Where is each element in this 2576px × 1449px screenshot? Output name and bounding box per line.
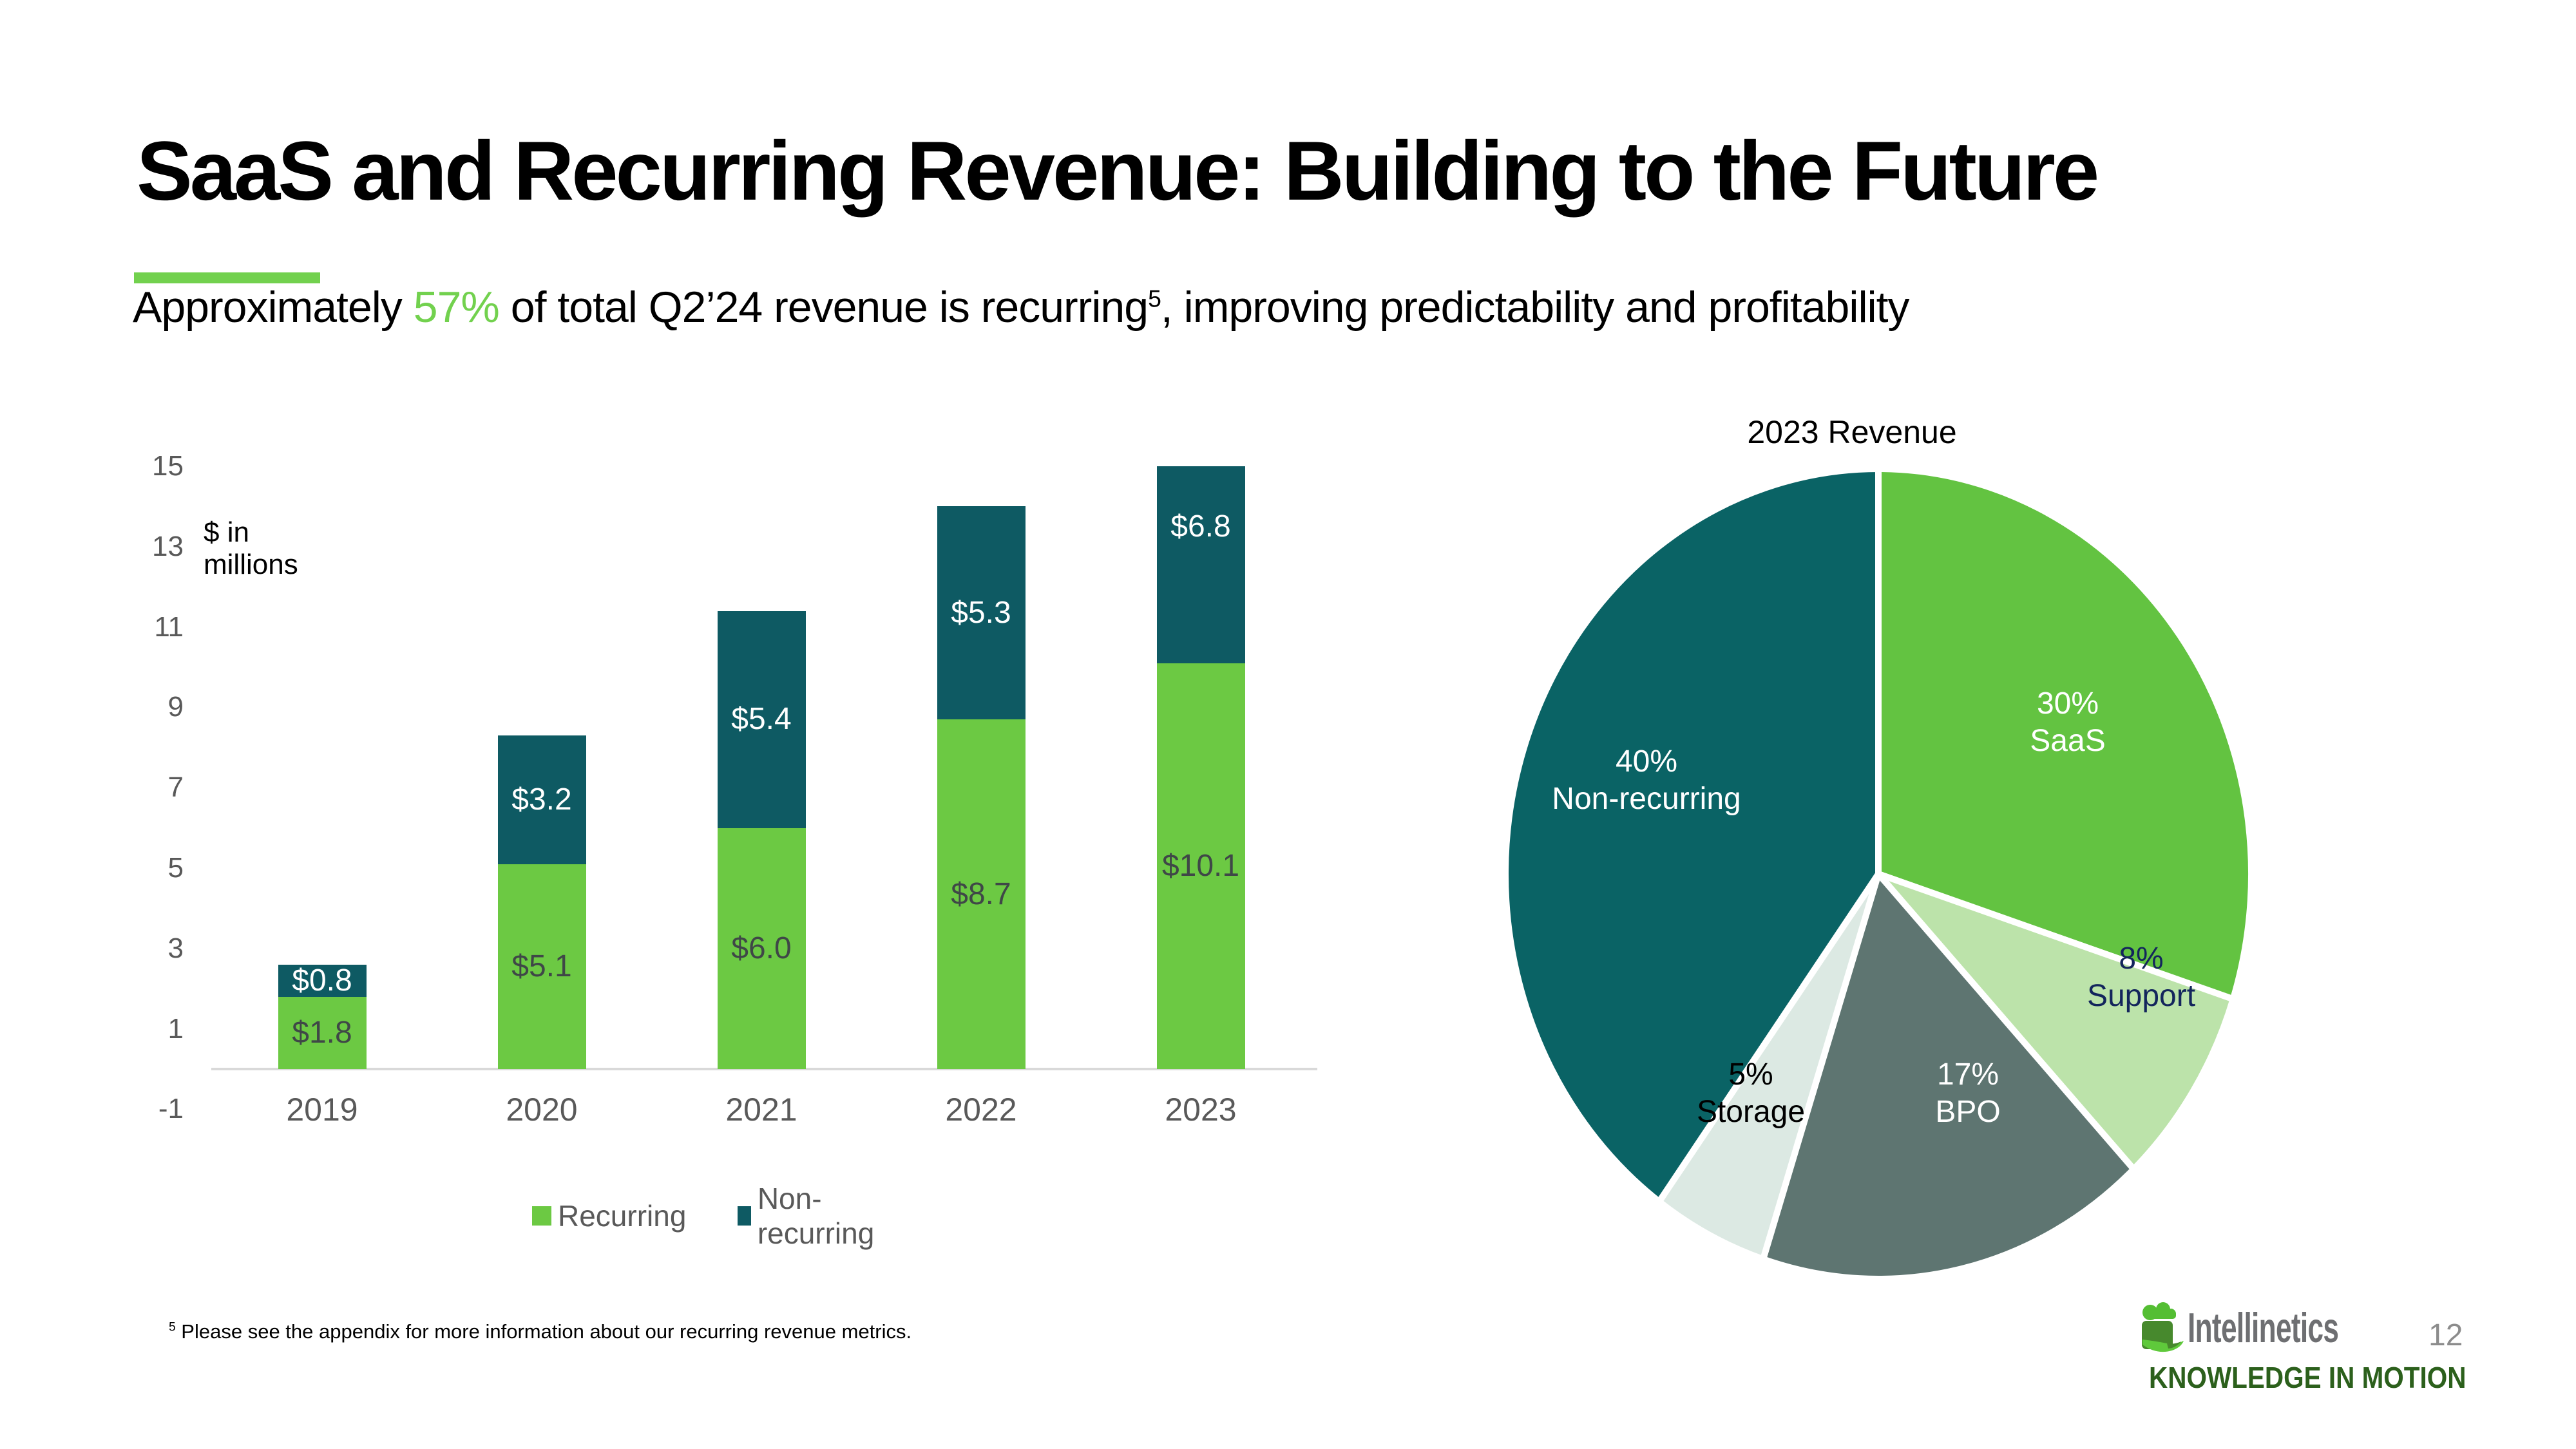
tick-label-11: 11	[154, 611, 184, 643]
bar-label-recurring-2022: $8.7	[951, 876, 1011, 911]
tick-label-7: 7	[167, 772, 184, 804]
pie-label-name: BPO	[1935, 1095, 2001, 1129]
x-axis-line	[211, 1068, 1317, 1070]
logo-tagline: KNOWLEDGE IN MOTION	[2149, 1361, 2466, 1394]
year-label-2019: 2019	[286, 1092, 358, 1128]
accent-underline	[134, 272, 320, 283]
pie-label-name: Support	[2086, 979, 2196, 1013]
subtitle-prefix: Approximately	[133, 283, 414, 332]
page-number: 12	[2428, 1318, 2463, 1352]
subtitle: Approximately 57% of total Q2’24 revenue…	[133, 282, 2484, 332]
legend-item-recurring: Recurring	[532, 1198, 686, 1233]
bar-label-non-recurring-2021: $5.4	[731, 702, 792, 737]
tick-label-13: 13	[152, 530, 184, 562]
bar-2021-non-recurring	[717, 611, 806, 828]
bar-label-non-recurring-2022: $5.3	[951, 595, 1011, 630]
tick-label-3: 3	[167, 932, 184, 964]
pie-label-pct: 40%	[1615, 744, 1678, 779]
bar-2022-recurring	[937, 719, 1026, 1069]
bar-2020-recurring	[497, 864, 586, 1069]
page-title: SaaS and Recurring Revenue: Building to …	[137, 124, 2099, 218]
pie-slice-support	[1875, 871, 2237, 1173]
pie-label-saas: 30% SaaS	[2030, 685, 2105, 760]
pie-slice-bpo	[1760, 871, 2137, 1282]
pie-label-pct: 30%	[2036, 687, 2099, 721]
bar-2023-recurring	[1156, 663, 1245, 1069]
intellinetics-logo-icon	[2142, 1302, 2184, 1352]
pie-slice-non-recurring	[1502, 466, 1882, 1205]
bar-label-non-recurring-2023: $6.8	[1170, 509, 1231, 544]
pie-label-name: Non-recurring	[1552, 782, 1741, 816]
tick-label-1: 1	[167, 1012, 184, 1045]
bar-label-recurring-2020: $5.1	[511, 949, 572, 983]
legend-swatch-non-recurring	[738, 1206, 751, 1226]
pie-label-support: 8% Support	[2087, 940, 2195, 1015]
scroll-icon	[2142, 1321, 2184, 1352]
bar-2019-recurring	[278, 996, 367, 1069]
pie-label-pct: 5%	[1728, 1057, 1773, 1092]
legend-swatch-recurring	[532, 1206, 551, 1226]
pie-chart	[1502, 466, 2255, 1282]
pie-label-pct: 8%	[2119, 942, 2164, 976]
footnote: 5 Please see the appendix for more infor…	[169, 1320, 911, 1343]
pie-chart-title: 2023 Revenue	[1747, 414, 1957, 450]
chart-legend: Recurring Non-recurring	[532, 1181, 881, 1251]
pie-label-name: SaaS	[2030, 724, 2106, 758]
subtitle-middle: of total Q2’24 revenue is recurring	[499, 283, 1149, 332]
pie-label-storage: 5% Storage	[1697, 1056, 1805, 1131]
tick-label-9: 9	[167, 691, 184, 723]
units-label: $ in millions	[204, 516, 298, 580]
tick-label-15: 15	[152, 450, 184, 482]
pie-slice-saas	[1875, 466, 2255, 1003]
pie-label-name: Storage	[1696, 1095, 1806, 1129]
pie-label-pct: 17%	[1936, 1057, 1999, 1092]
bar-2022-non-recurring	[937, 506, 1026, 720]
bar-2019-non-recurring	[278, 964, 367, 997]
bar-label-recurring-2023: $10.1	[1161, 848, 1240, 883]
bar-2023-non-recurring	[1156, 466, 1245, 663]
subtitle-footnote-marker: 5	[1148, 285, 1161, 312]
year-label-2021: 2021	[725, 1092, 797, 1128]
subtitle-suffix: , improving predictability and profitabi…	[1160, 283, 1910, 332]
bar-label-recurring-2021: $6.0	[731, 931, 792, 965]
pie-label-non-recurring: 40% Non-recurring	[1552, 743, 1741, 818]
tick-label--1: -1	[158, 1093, 184, 1125]
legend-item-non-recurring: Non-recurring	[738, 1181, 881, 1251]
subtitle-highlight-57pct: 57%	[413, 283, 500, 332]
year-label-2023: 2023	[1165, 1092, 1237, 1128]
bar-2020-non-recurring	[497, 735, 586, 864]
cloud-icon	[2142, 1302, 2176, 1320]
legend-label-non-recurring: Non-recurring	[757, 1182, 875, 1250]
bar-label-recurring-2019: $1.8	[292, 1015, 352, 1050]
legend-label-recurring: Recurring	[558, 1199, 687, 1233]
bar-2021-recurring	[717, 828, 806, 1069]
pie-label-bpo: 17% BPO	[1935, 1056, 2000, 1131]
year-label-2020: 2020	[506, 1092, 578, 1128]
year-label-2022: 2022	[945, 1092, 1017, 1128]
footnote-marker: 5	[169, 1320, 176, 1334]
bar-label-non-recurring-2019: $0.8	[292, 963, 352, 998]
intellinetics-wordmark: Intellinetics	[2188, 1304, 2339, 1351]
bar-label-non-recurring-2020: $3.2	[511, 782, 572, 817]
footnote-text: Please see the appendix for more informa…	[175, 1320, 912, 1343]
tick-label-5: 5	[167, 852, 184, 884]
pie-slice-storage	[1655, 871, 1882, 1263]
